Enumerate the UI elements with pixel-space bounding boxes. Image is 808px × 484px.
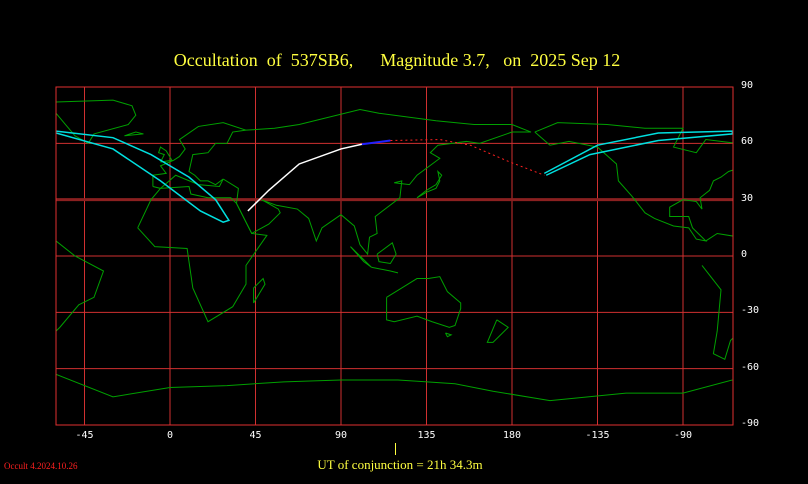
central-line-daylight (361, 139, 391, 146)
latitude-label: -60 (741, 361, 760, 373)
longitude-label: -135 (585, 430, 610, 441)
coastline (124, 131, 144, 137)
latitude-label: 90 (741, 79, 754, 91)
graticule (56, 87, 733, 425)
coastline (705, 232, 733, 242)
longitude-label: 45 (249, 430, 262, 441)
path-limit-west (56, 130, 231, 224)
coastline (253, 277, 266, 304)
longitude-label: 180 (502, 430, 522, 441)
latitude-label: -90 (741, 418, 760, 430)
longitude-label: -90 (673, 430, 693, 441)
latitude-label: 60 (741, 136, 754, 148)
coastline (56, 240, 105, 332)
coastline (152, 122, 247, 189)
coastline (376, 242, 397, 265)
longitude-label: -45 (75, 430, 94, 441)
ut-conjunction: UT of conjunction = 21h 34.3m (317, 457, 483, 472)
longitude-label: 135 (417, 430, 436, 441)
coastlines (56, 99, 733, 402)
coastline (56, 373, 733, 402)
latitude-label: 30 (741, 192, 754, 204)
occultation-paths (56, 130, 733, 224)
path-limit-east (543, 130, 733, 176)
coastline (222, 109, 532, 256)
coastline (371, 266, 399, 274)
longitude-label: 0 (166, 430, 174, 441)
coastline (350, 246, 372, 268)
central-line-below-horizon (390, 139, 545, 176)
coastline (445, 332, 453, 338)
coastline (56, 99, 137, 144)
latitude-label: 0 (741, 249, 748, 260)
coastline (486, 319, 509, 343)
coastline (701, 265, 733, 360)
coastline (137, 185, 268, 323)
conjunction-tick (395, 443, 396, 455)
coastline (157, 146, 173, 163)
latitude-label: -30 (741, 305, 760, 317)
version-label: Occult 4.2024.10.26 (4, 461, 78, 471)
coastline (416, 169, 443, 199)
map-title: Occultation of 537SB6, Magnitude 3.7, on… (173, 50, 621, 70)
longitude-label: 90 (334, 430, 348, 441)
central-line (247, 143, 363, 212)
coastline (534, 122, 733, 242)
map-frame (55, 86, 734, 426)
coastline (386, 276, 462, 328)
